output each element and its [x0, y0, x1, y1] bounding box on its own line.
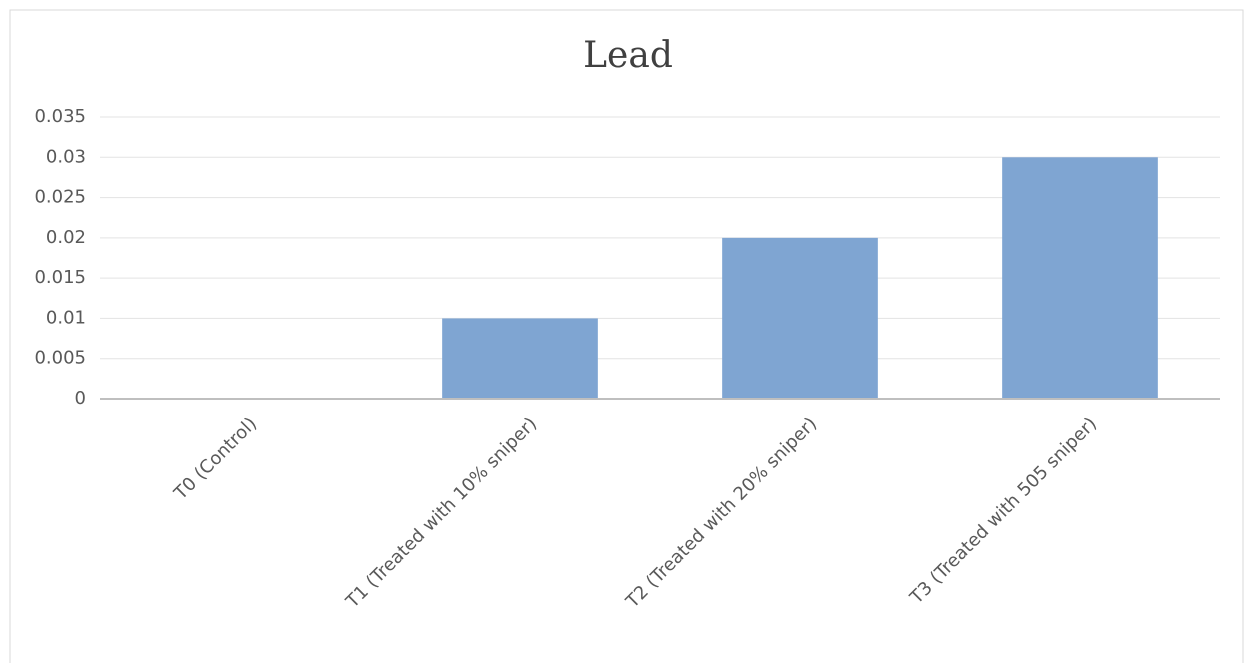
- chart-frame: [9, 9, 1244, 663]
- bar: [1002, 157, 1158, 399]
- x-tick-label: T1 (Treated with 10% sniper): [341, 413, 541, 613]
- bar: [442, 318, 598, 399]
- y-tick-label: 0.025: [34, 187, 86, 208]
- y-tick-label: 0.035: [34, 106, 86, 127]
- y-tick-label: 0.005: [34, 348, 86, 369]
- x-tick-label: T0 (Control): [170, 413, 261, 504]
- y-tick-label: 0.01: [46, 307, 86, 328]
- y-tick-label: 0.02: [46, 227, 86, 248]
- y-tick-label: 0.015: [34, 267, 86, 288]
- y-tick-label: 0: [75, 388, 86, 409]
- y-tick-label: 0.03: [46, 146, 86, 167]
- x-tick-label: T2 (Treated with 20% sniper): [621, 413, 821, 613]
- bar: [722, 237, 878, 399]
- chart-title: Lead: [583, 35, 673, 76]
- x-tick-label: T3 (Treated with 505 sniper): [905, 413, 1101, 609]
